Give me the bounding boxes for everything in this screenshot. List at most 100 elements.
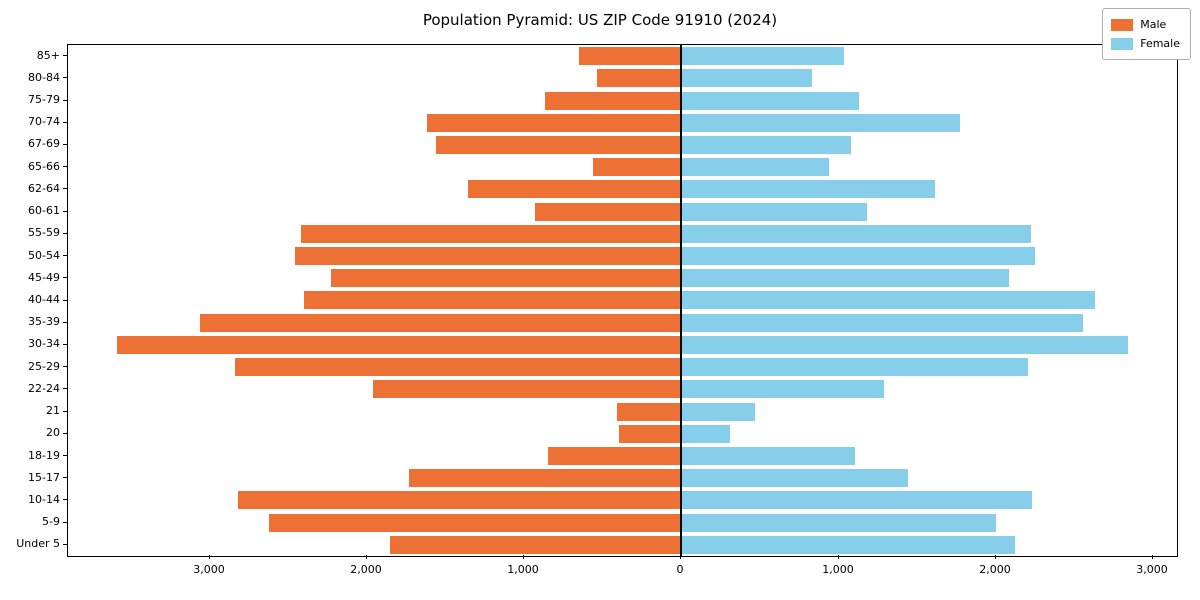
chart-title: Population Pyramid: US ZIP Code 91910 (2… [422,11,778,29]
ytick-mark [63,233,67,234]
ytick-label-15-17: 15-17 [28,471,60,484]
male-bar-21 [616,403,682,421]
xtick-mark [995,555,996,559]
ytick-mark [63,544,67,545]
ytick-mark [63,144,67,145]
female-bar-75-79 [681,92,860,110]
male-bar-45-49 [330,269,682,287]
xtick-label-3,000: 3,000 [193,563,225,576]
plot-area [67,44,1178,557]
female-bar-22-24 [681,380,885,398]
male-bar-22-24 [373,380,682,398]
xtick-label-3,000: 3,000 [1136,563,1168,576]
ytick-label-Under 5: Under 5 [16,537,60,550]
xtick-mark [680,555,681,559]
ytick-label-60-61: 60-61 [28,204,60,217]
male-bar-5-9 [269,514,682,532]
xtick-label-0: 0 [676,563,684,576]
legend: Male Female [1102,8,1191,60]
male-bar-Under 5 [390,536,682,554]
female-bar-18-19 [681,447,855,465]
male-bar-80-84 [596,69,682,87]
ytick-mark [63,211,67,212]
ytick-label-67-69: 67-69 [28,137,60,150]
male-bar-65-66 [593,158,682,176]
female-bar-55-59 [681,225,1031,243]
ytick-mark [63,77,67,78]
xtick-label-1,000: 1,000 [822,563,854,576]
xtick-label-2,000: 2,000 [350,563,382,576]
ytick-mark [63,499,67,500]
male-bar-55-59 [300,225,682,243]
ytick-label-5-9: 5-9 [42,515,60,528]
male-bar-85+ [579,47,682,65]
ytick-mark [63,433,67,434]
female-bar-85+ [681,47,844,65]
xtick-mark [523,555,524,559]
ytick-label-80-84: 80-84 [28,71,60,84]
male-bar-62-64 [467,180,682,198]
female-bar-25-29 [681,358,1028,376]
ytick-mark [63,477,67,478]
legend-label-female: Female [1140,37,1180,50]
female-bar-67-69 [681,136,852,154]
male-bar-35-39 [200,314,682,332]
zero-axis-line [680,45,683,556]
ytick-mark [63,344,67,345]
male-bar-30-34 [116,336,682,354]
ytick-label-20: 20 [46,426,60,439]
ytick-mark [63,122,67,123]
female-bar-80-84 [681,69,813,87]
ytick-mark [63,411,67,412]
male-swatch [1111,18,1134,31]
female-bar-40-44 [681,291,1096,309]
male-bar-25-29 [234,358,682,376]
female-bar-21 [681,403,756,421]
female-bar-50-54 [681,247,1036,265]
xtick-mark [209,555,210,559]
ytick-mark [63,455,67,456]
female-swatch [1111,37,1134,50]
ytick-mark [63,188,67,189]
ytick-mark [63,366,67,367]
ytick-label-22-24: 22-24 [28,382,60,395]
legend-entry-male: Male [1111,15,1180,34]
female-bar-62-64 [681,180,935,198]
female-bar-60-61 [681,203,868,221]
ytick-label-50-54: 50-54 [28,249,60,262]
ytick-label-40-44: 40-44 [28,293,60,306]
ytick-label-55-59: 55-59 [28,226,60,239]
male-bar-40-44 [303,291,682,309]
ytick-mark [63,388,67,389]
legend-entry-female: Female [1111,34,1180,53]
ytick-label-35-39: 35-39 [28,315,60,328]
ytick-label-30-34: 30-34 [28,337,60,350]
ytick-mark [63,255,67,256]
ytick-mark [63,100,67,101]
female-bar-20 [681,425,731,443]
xtick-mark [838,555,839,559]
legend-label-male: Male [1140,18,1167,31]
ytick-label-65-66: 65-66 [28,160,60,173]
male-bar-20 [618,425,682,443]
xtick-mark [1152,555,1153,559]
ytick-label-70-74: 70-74 [28,115,60,128]
ytick-mark [63,277,67,278]
male-bar-70-74 [426,114,682,132]
ytick-label-18-19: 18-19 [28,449,60,462]
xtick-mark [366,555,367,559]
male-bar-50-54 [294,247,682,265]
male-bar-75-79 [544,92,682,110]
male-bar-60-61 [535,203,682,221]
ytick-label-85+: 85+ [36,49,60,62]
female-bar-45-49 [681,269,1009,287]
ytick-label-62-64: 62-64 [28,182,60,195]
male-bar-18-19 [547,447,682,465]
male-bar-10-14 [237,491,682,509]
female-bar-70-74 [681,114,960,132]
female-bar-5-9 [681,514,997,532]
ytick-mark [63,522,67,523]
xtick-label-1,000: 1,000 [507,563,539,576]
ytick-label-21: 21 [46,404,60,417]
